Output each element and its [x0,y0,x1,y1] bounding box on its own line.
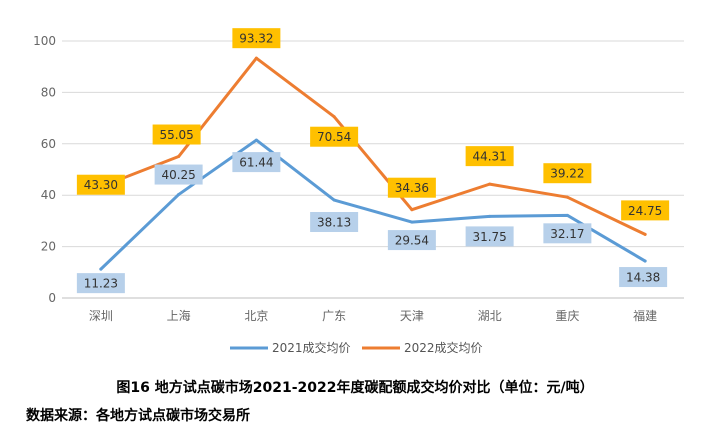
data-label-box [465,146,514,167]
legend-label-1: 2021成交均价 [272,340,351,355]
data-label-box [152,124,201,145]
data-label-box [465,226,514,247]
legend: 2021成交均价 2022成交均价 [230,340,483,355]
data-label-box [387,230,436,251]
data-label: 93.32 [239,32,273,46]
x-tick-label: 深圳 [89,309,113,323]
y-tick-label: 20 [41,240,56,254]
data-point [488,214,492,218]
line-chart: 0 20 40 60 80 100 深圳 上海 北京 广东 天津 湖北 重庆 福建 11.23 40.25… [33,28,684,355]
data-label: 39.22 [550,167,584,181]
data-point [177,193,181,197]
data-label-box [310,126,359,147]
data-point [643,232,647,236]
x-tick-label: 福建 [633,308,657,323]
data-label: 38.13 [317,216,351,230]
data-point [254,56,258,60]
data-point [565,213,569,217]
data-label-box [387,177,436,198]
data-point [99,267,103,271]
data-label-box [543,163,592,184]
x-tick-label: 湖北 [478,308,502,323]
y-tick-label: 60 [41,137,56,151]
data-label-box [76,174,125,195]
data-point [332,198,336,202]
data-label: 55.05 [159,128,193,142]
y-axis: 0 20 40 60 80 100 [33,34,56,305]
data-point [254,138,258,142]
data-label-box [543,223,592,244]
data-label: 70.54 [317,130,351,144]
data-label: 14.38 [626,271,660,285]
x-tick-label: 上海 [167,308,191,323]
data-label-box [621,200,670,221]
x-tick-label: 北京 [244,309,268,323]
y-tick-label: 100 [33,34,56,48]
data-label: 24.75 [628,204,662,218]
data-label: 61.44 [239,156,273,170]
data-point [565,195,569,199]
data-label: 11.23 [84,277,118,291]
data-label-box [76,273,125,294]
data-label: 40.25 [161,168,195,182]
data-point [332,115,336,119]
data-source: 数据来源：各地方试点碳市场交易所 [26,408,250,424]
y-tick-label: 80 [41,85,56,99]
data-point [488,182,492,186]
data-label-box [619,267,668,288]
data-label-box [232,28,281,49]
data-label: 29.54 [395,234,429,248]
figure-caption: 图16 地方试点碳市场2021-2022年度碳配额成交均价对比（单位：元/吨） [116,380,594,396]
data-label-box [310,212,359,233]
y-tick-label: 0 [48,291,56,305]
x-axis: 深圳 上海 北京 广东 天津 湖北 重庆 福建 [89,308,657,323]
data-label: 34.36 [395,181,429,195]
data-point [410,208,414,212]
data-label-box [154,164,203,185]
data-label: 44.31 [472,150,506,164]
data-point [177,155,181,159]
x-tick-label: 天津 [400,309,424,323]
data-point [410,220,414,224]
x-tick-label: 广东 [322,309,346,323]
data-point [643,259,647,263]
data-label: 32.17 [550,227,584,241]
x-tick-label: 重庆 [555,309,579,323]
legend-label-2: 2022成交均价 [404,340,483,355]
data-label-box [232,152,281,173]
data-label: 43.30 [84,178,118,192]
series-line-1 [99,138,647,271]
data-label: 31.75 [472,230,506,244]
series-line-2 [99,56,647,236]
data-labels: 11.23 40.25 61.44 38.13 29.54 31.75 32.17 14.38… [76,28,670,294]
y-tick-label: 40 [41,188,56,202]
